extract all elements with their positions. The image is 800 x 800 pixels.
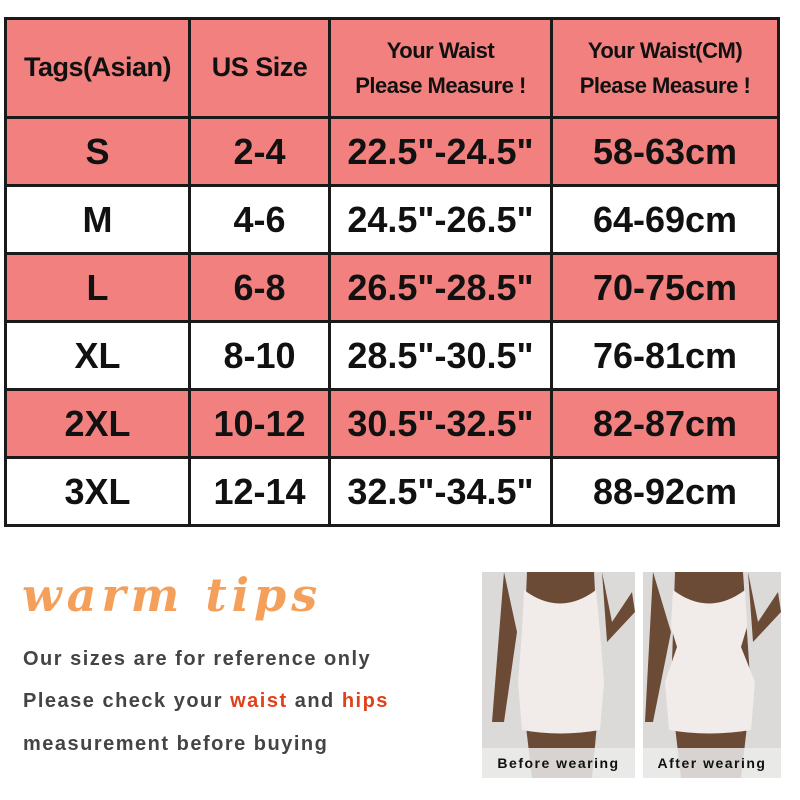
table-header-row: Tags(Asian) US Size Your Waist Please Mea…	[4, 17, 780, 119]
cell: 8-10	[188, 320, 331, 391]
cell: 82-87cm	[550, 388, 780, 459]
after-wearing-photo: After wearing	[643, 572, 781, 778]
cell: 76-81cm	[550, 320, 780, 391]
cell: M	[4, 184, 191, 255]
model-figure-before	[482, 572, 635, 778]
table-row: S 2-4 22.5"-24.5" 58-63cm	[4, 116, 780, 187]
cell: L	[4, 252, 191, 323]
tip-line-3: measurement before buying	[23, 733, 329, 755]
before-wearing-caption: Before wearing	[482, 748, 635, 778]
cell: 28.5"-30.5"	[328, 320, 553, 391]
size-chart-table: Tags(Asian) US Size Your Waist Please Mea…	[4, 17, 780, 527]
after-wearing-caption: After wearing	[643, 748, 781, 778]
cell: XL	[4, 320, 191, 391]
tip-line-1: Our sizes are for reference only	[23, 648, 372, 670]
table-row: 2XL 10-12 30.5"-32.5" 82-87cm	[4, 388, 780, 459]
cell: S	[4, 116, 191, 187]
table-row: XL 8-10 28.5"-30.5" 76-81cm	[4, 320, 780, 391]
cell: 32.5"-34.5"	[328, 456, 553, 527]
cell: 88-92cm	[550, 456, 780, 527]
cell: 12-14	[188, 456, 331, 527]
cell: 30.5"-32.5"	[328, 388, 553, 459]
cell: 70-75cm	[550, 252, 780, 323]
cell: 24.5"-26.5"	[328, 184, 553, 255]
cell: 58-63cm	[550, 116, 780, 187]
cell: 6-8	[188, 252, 331, 323]
warm-tips-title: warm tips	[22, 568, 323, 622]
tip-text: and	[287, 690, 342, 712]
highlight-hips: hips	[341, 690, 389, 712]
tip-text: Please check your	[23, 690, 231, 712]
before-wearing-photo: Before wearing	[482, 572, 635, 778]
cell: 26.5"-28.5"	[328, 252, 553, 323]
table-row: M 4-6 24.5"-26.5" 64-69cm	[4, 184, 780, 255]
cell: 2XL	[4, 388, 191, 459]
header-waist-in: Your Waist Please Measure !	[328, 17, 553, 119]
model-figure-after	[643, 572, 781, 778]
table-row: 3XL 12-14 32.5"-34.5" 88-92cm	[4, 456, 780, 527]
cell: 22.5"-24.5"	[328, 116, 553, 187]
cell: 2-4	[188, 116, 331, 187]
header-waist-cm: Your Waist(CM) Please Measure !	[550, 17, 780, 119]
tip-line-2: Please check your waist and hips	[23, 690, 389, 713]
cell: 10-12	[188, 388, 331, 459]
table-row: L 6-8 26.5"-28.5" 70-75cm	[4, 252, 780, 323]
cell: 4-6	[188, 184, 331, 255]
cell: 64-69cm	[550, 184, 780, 255]
cell: 3XL	[4, 456, 191, 527]
header-tags: Tags(Asian)	[4, 17, 191, 119]
header-us-size: US Size	[188, 17, 331, 119]
highlight-waist: waist	[230, 690, 288, 712]
